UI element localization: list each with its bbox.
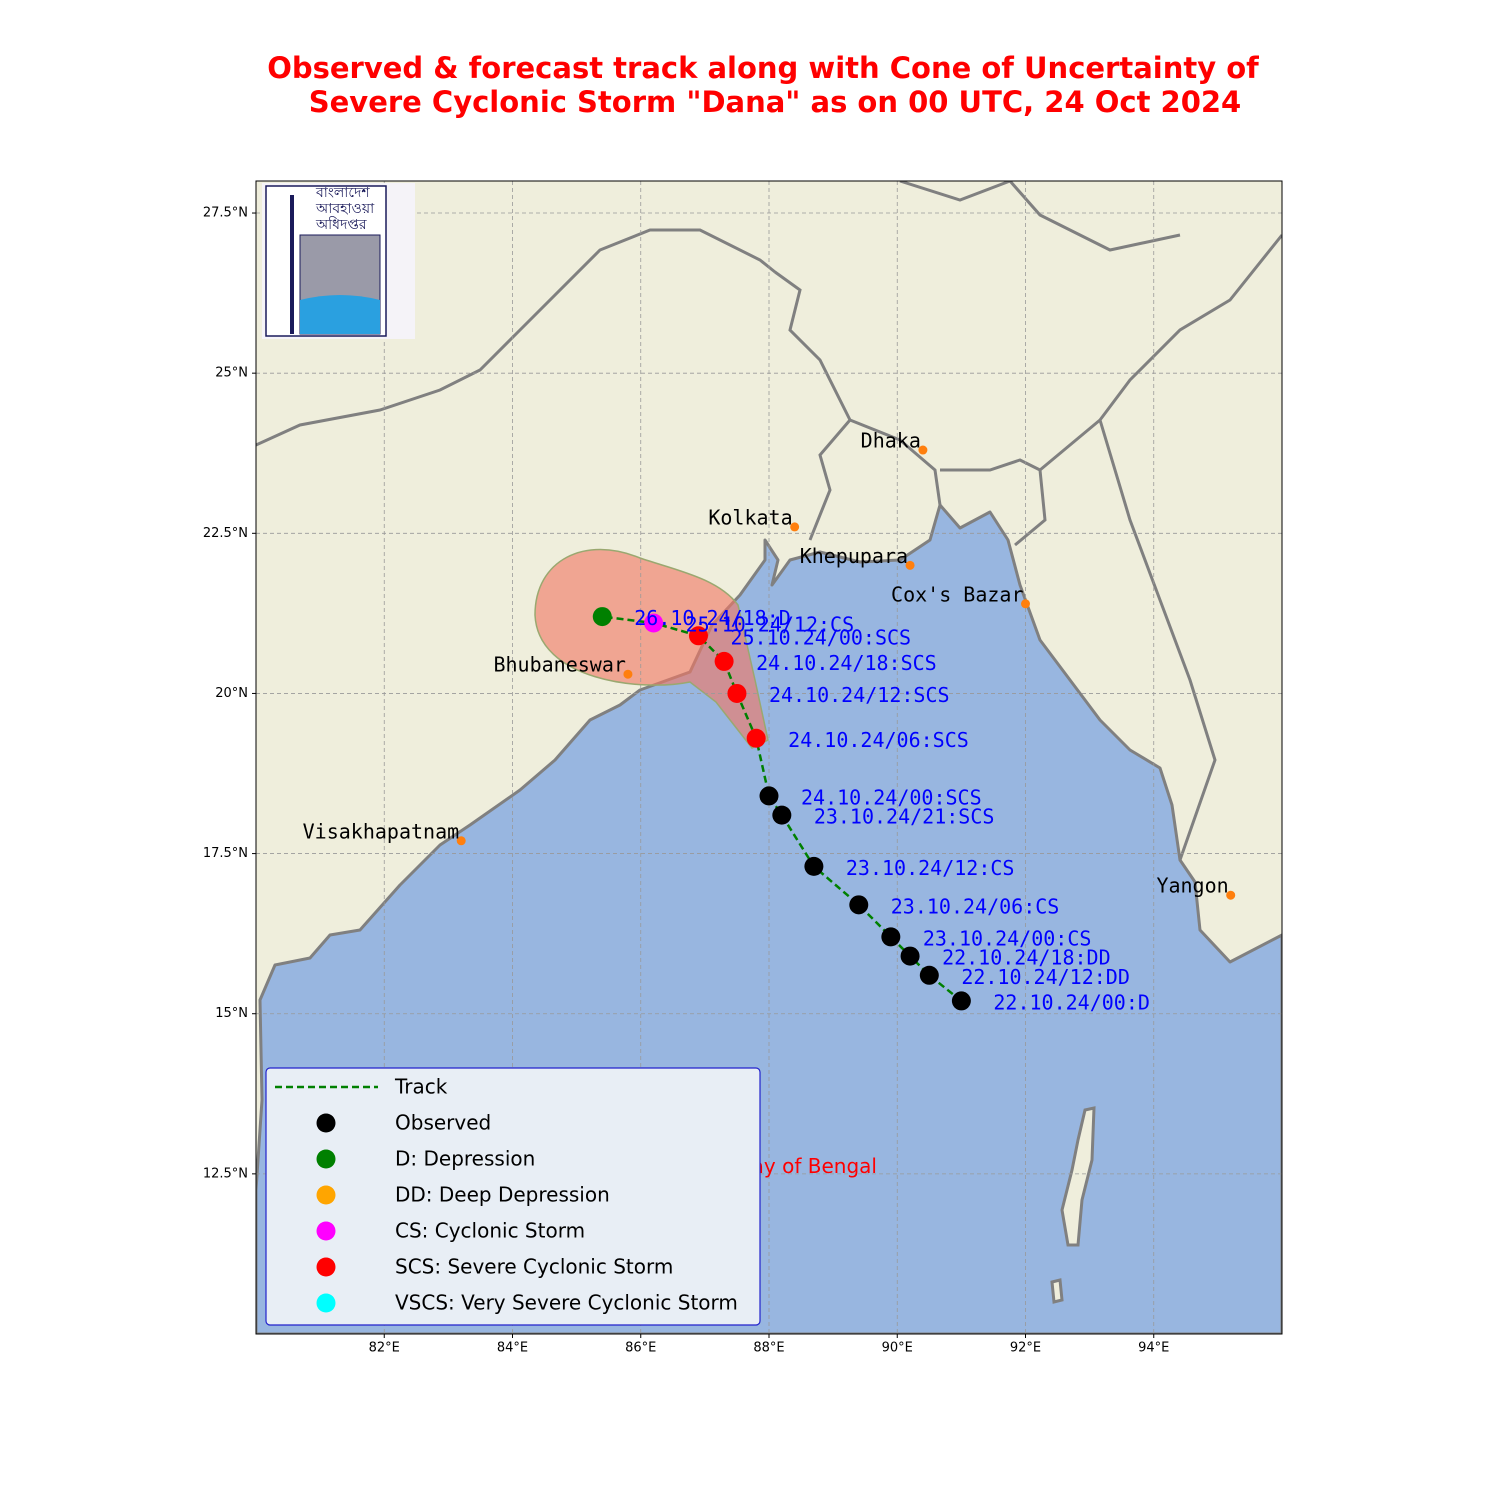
legend-dot	[316, 1257, 336, 1277]
track-point	[727, 683, 747, 703]
legend-label: CS: Cyclonic Storm	[395, 1219, 585, 1243]
track-point	[804, 856, 824, 876]
x-tick-label: 86°E	[625, 1341, 656, 1356]
track-point	[746, 728, 766, 748]
y-tick-label: 22.5°N	[203, 526, 248, 541]
logo: বাংলাদেশ আবহাওয়া অধিদপ্তর	[262, 183, 415, 339]
legend-dot	[316, 1113, 336, 1133]
city-label: Dhaka	[861, 429, 921, 453]
legend-dot	[316, 1293, 336, 1313]
track-point	[919, 965, 939, 985]
x-tick-label: 82°E	[369, 1341, 400, 1356]
track-label: 23.10.24/00:CS	[923, 926, 1092, 950]
city-marker	[1226, 890, 1236, 900]
city-label: Yangon	[1156, 874, 1228, 898]
x-tick-label: 94°E	[1138, 1341, 1169, 1356]
track-label: 23.10.24/21:SCS	[814, 805, 995, 829]
sea-label: Bay of Bengal	[738, 1154, 877, 1178]
legend-label: D: Depression	[395, 1147, 535, 1171]
cone-of-uncertainty	[534, 548, 769, 749]
track-point	[644, 613, 664, 633]
andaman-islands	[1050, 1106, 1096, 1304]
track-label: 22.10.24/12:DD	[961, 965, 1130, 989]
legend-box	[265, 1067, 761, 1326]
track-point	[759, 786, 779, 806]
legend-label: VSCS: Very Severe Cyclonic Storm	[395, 1291, 738, 1315]
city-label: Kolkata	[708, 505, 792, 529]
track-point	[714, 651, 734, 671]
city-label: Cox's Bazar	[891, 582, 1023, 606]
y-tick-label: 20°N	[215, 686, 248, 701]
city-marker	[1021, 599, 1030, 609]
track-label: 22.10.24/00:D	[993, 990, 1150, 1014]
city-marker	[905, 560, 915, 570]
legend-dot	[316, 1185, 336, 1205]
city-marker	[918, 445, 928, 455]
track-point	[881, 927, 901, 947]
border	[256, 181, 1282, 861]
logo-text: বাংলাদেশ	[315, 185, 370, 201]
city-marker	[456, 836, 466, 846]
track-label: 23.10.24/06:CS	[891, 894, 1060, 918]
track-label: 25.10.24/00:SCS	[730, 625, 911, 649]
track-label: 24.10.24/06:SCS	[788, 728, 969, 752]
logo-text: অধিদপ্তর	[315, 216, 367, 233]
track-point	[900, 946, 920, 966]
legend-label: Track	[394, 1075, 448, 1099]
x-tick-label: 90°E	[882, 1341, 913, 1356]
title-line: Observed & forecast track along with Con…	[267, 51, 1259, 85]
city-label: Khepupara	[800, 544, 908, 568]
city-label: Bhubaneswar	[493, 653, 625, 677]
y-tick-label: 17.5°N	[203, 846, 248, 861]
x-tick-label: 84°E	[497, 1341, 528, 1356]
city-marker	[623, 669, 633, 679]
logo-sea	[300, 295, 380, 334]
legend: Track Observed D: Depression DD: Deep Depre…	[265, 1067, 761, 1326]
track-point	[772, 805, 792, 825]
track-label: 24.10.24/18:SCS	[756, 651, 937, 675]
track-label: 22.10.24/18:DD	[942, 946, 1111, 970]
title-line: Severe Cyclonic Storm "Dana" as on 00 UT…	[309, 85, 1242, 119]
legend-dot	[316, 1221, 336, 1241]
legend-label: SCS: Severe Cyclonic Storm	[395, 1255, 673, 1279]
legend-dot	[316, 1149, 336, 1169]
legend-label: DD: Deep Depression	[395, 1183, 610, 1207]
y-tick-label: 15°N	[215, 1006, 248, 1021]
track-point	[688, 626, 708, 646]
track-point	[849, 895, 869, 915]
track-label: 23.10.24/12:CS	[846, 856, 1015, 880]
x-tick-label: 88°E	[753, 1341, 784, 1356]
y-tick-label: 12.5°N	[203, 1166, 248, 1181]
track-point	[592, 607, 612, 627]
city-marker	[790, 522, 800, 532]
track-label: 24.10.24/00:SCS	[801, 785, 982, 809]
logo-text: আবহাওয়া	[315, 201, 375, 217]
y-tick-label: 27.5°N	[203, 206, 248, 221]
track-label: 24.10.24/12:SCS	[769, 683, 950, 707]
legend-label: Observed	[395, 1111, 491, 1135]
track-label: 25.10.24/12:CS	[686, 612, 855, 636]
y-tick-label: 25°N	[215, 366, 248, 381]
x-tick-label: 92°E	[1010, 1341, 1041, 1356]
track-label: 26.10.24/18:D	[634, 606, 791, 630]
city-label: Visakhapatnam	[303, 819, 460, 843]
track-point	[951, 991, 971, 1011]
